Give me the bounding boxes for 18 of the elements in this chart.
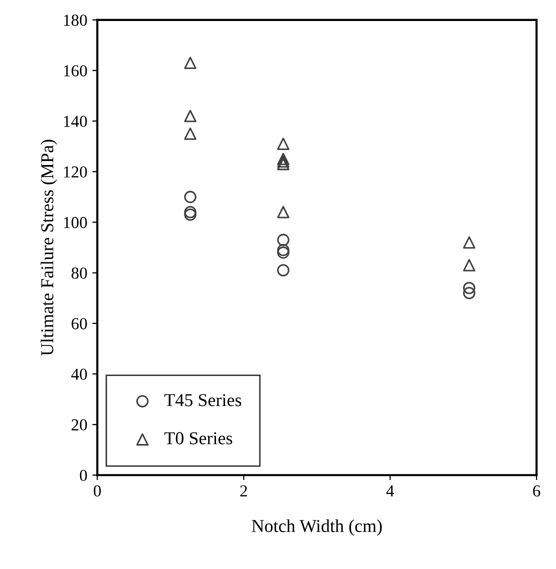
y-tick-label: 160 xyxy=(64,65,87,76)
y-tick-label: 120 xyxy=(64,166,87,178)
legend-label: T45 Series xyxy=(164,394,242,406)
y-tick-label: 0 xyxy=(80,470,87,482)
y-tick-label: 20 xyxy=(72,419,87,430)
y-axis-title: Ultimate Failure Stress (MPa) xyxy=(40,140,58,356)
y-tick-label: 60 xyxy=(72,318,87,330)
y-tick-label: 40 xyxy=(71,368,87,380)
legend-label: T0 Series xyxy=(164,432,232,444)
x-tick-label: 0 xyxy=(94,485,101,497)
y-tick-label: 180 xyxy=(64,14,87,26)
x-tick-label: 6 xyxy=(533,485,540,497)
x-axis-title: Notch Width (cm) xyxy=(252,519,382,536)
x-tick-label: 4 xyxy=(386,485,394,496)
y-tick-label: 140 xyxy=(64,116,87,128)
y-tick-label: 80 xyxy=(72,268,87,279)
x-tick-label: 2 xyxy=(240,485,247,496)
y-tick-label: 100 xyxy=(64,216,87,228)
